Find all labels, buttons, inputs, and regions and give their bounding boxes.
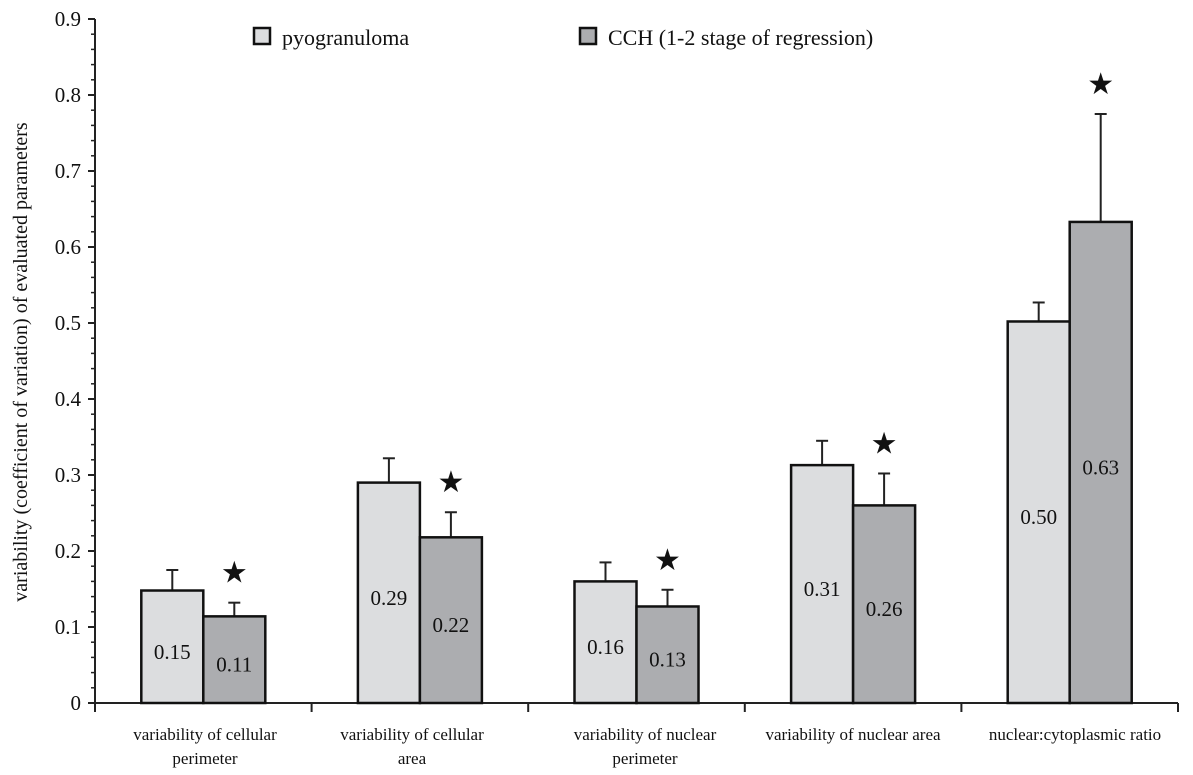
category-label: area [398, 749, 427, 768]
bar [1068, 220, 1133, 705]
bar-value-label: 0.63 [1082, 455, 1119, 479]
y-tick-label: 0 [71, 691, 82, 715]
significance-star: ★ [1087, 68, 1114, 101]
bar-value-label: 0.26 [866, 597, 903, 621]
bar-value-label: 0.29 [371, 586, 408, 610]
bar-value-label: 0.13 [649, 648, 686, 672]
bar-value-label: 0.11 [216, 653, 252, 677]
category-label: perimeter [612, 749, 677, 768]
y-tick-label: 0.2 [55, 539, 81, 563]
bars-layer: 0.15 0.11 ★ 0.29 0.22 ★ 0.16 0.13 ★ 0.31 0.26 ★ 0.50… [140, 68, 1133, 705]
significance-star: ★ [654, 544, 681, 577]
legend-swatch [578, 26, 598, 46]
bar [202, 615, 267, 705]
category-label: variability of cellular [133, 725, 277, 744]
y-tick-label: 0.1 [55, 615, 81, 639]
y-tick-label: 0.6 [55, 235, 81, 259]
category-label: perimeter [172, 749, 237, 768]
bar-value-label: 0.31 [804, 577, 841, 601]
bar-value-label: 0.15 [154, 640, 191, 664]
y-tick-label: 0.4 [55, 387, 82, 411]
bar [573, 580, 638, 705]
legend-label: pyogranuloma [282, 25, 409, 50]
category-label: variability of nuclear [574, 725, 717, 744]
legend-swatch [252, 26, 272, 46]
y-axis-label: variability (coefficient of variation) o… [10, 122, 32, 602]
bar-value-label: 0.22 [433, 613, 470, 637]
significance-star: ★ [221, 557, 248, 590]
bar-value-label: 0.50 [1020, 505, 1057, 529]
bar [356, 481, 422, 705]
bar-value-label: 0.16 [587, 635, 624, 659]
category-label: variability of nuclear area [765, 725, 941, 744]
bar [635, 605, 700, 705]
y-tick-label: 0.8 [55, 83, 81, 107]
y-tick-label: 0.7 [55, 159, 81, 183]
significance-star: ★ [871, 427, 898, 460]
category-label: variability of cellular [340, 725, 484, 744]
category-label: nuclear:cytoplasmic ratio [989, 725, 1161, 744]
bar [851, 504, 917, 705]
y-tick-label: 0.5 [55, 311, 81, 335]
bar [418, 536, 484, 705]
legend-label: CCH (1-2 stage of regression) [608, 25, 873, 50]
legend: pyogranuloma CCH (1-2 stage of regression… [252, 25, 873, 50]
y-tick-label: 0.9 [55, 7, 81, 31]
bar [140, 589, 205, 705]
significance-star: ★ [437, 466, 464, 499]
axes-layer: 0 0.1 0.2 0.3 0.4 0.5 0.6 0.7 0.8 0.9 variability … [55, 7, 1179, 768]
bar [1006, 320, 1071, 705]
bar [789, 463, 855, 705]
y-tick-label: 0.3 [55, 463, 81, 487]
